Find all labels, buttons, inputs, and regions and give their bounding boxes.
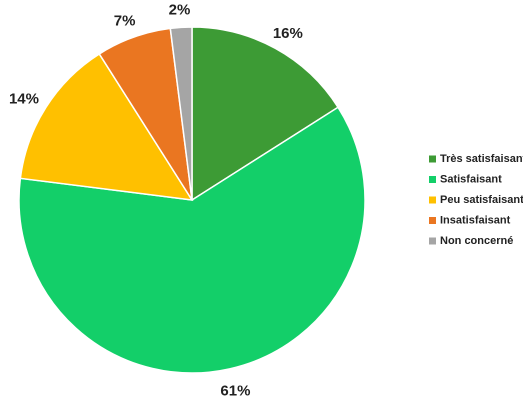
data-label: 2%: [169, 1, 191, 18]
legend-label: Peu satisfaisant: [440, 194, 523, 206]
data-label: 14%: [9, 91, 39, 108]
pie-slice: [191, 26, 340, 202]
legend-label: Satisfaisant: [440, 173, 502, 185]
pie-slice: [19, 52, 194, 201]
legend-label: Non concerné: [440, 235, 513, 247]
legend-swatch: [429, 217, 436, 224]
data-label: 7%: [114, 12, 136, 29]
data-label: 61%: [220, 382, 250, 399]
legend-label: Très satisfaisant: [440, 153, 523, 165]
pie-slice: [18, 106, 366, 374]
legend-swatch: [429, 155, 436, 163]
pie-slice: [169, 26, 193, 201]
legend-label: Insatisfaisant: [440, 214, 511, 226]
legend-swatch: [429, 176, 436, 183]
data-label: 16%: [273, 25, 303, 42]
legend-swatch: [429, 196, 436, 204]
legend-swatch: [429, 237, 436, 245]
